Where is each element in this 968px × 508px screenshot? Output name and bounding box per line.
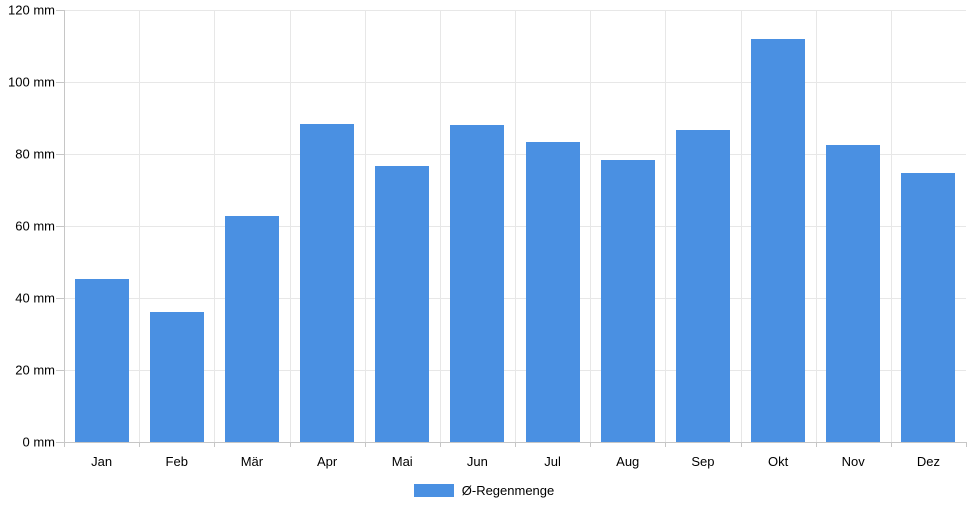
bar-apr[interactable] (300, 124, 355, 442)
x-tick-mark (364, 442, 366, 447)
v-gridline (439, 10, 441, 442)
x-tick-label: Okt (767, 454, 789, 469)
v-gridline (364, 10, 366, 442)
x-tick-mark (665, 442, 667, 447)
v-gridline (740, 10, 742, 442)
bar-jan[interactable] (74, 278, 129, 442)
bar-mai[interactable] (375, 165, 430, 442)
x-tick-mark (590, 442, 592, 447)
y-tick-mark (56, 298, 64, 299)
bar-jul[interactable] (525, 142, 580, 442)
x-tick-mark (815, 442, 817, 447)
v-gridline (139, 10, 141, 442)
v-gridline (815, 10, 817, 442)
y-tick-mark (56, 442, 64, 443)
v-gridline (214, 10, 216, 442)
bar-mär[interactable] (224, 215, 279, 442)
y-tick-label: 100 mm (8, 74, 55, 90)
x-tick-mark (515, 442, 516, 447)
y-tick-label: 120 mm (8, 2, 55, 18)
y-axis-line (64, 10, 65, 442)
y-tick-mark (56, 154, 64, 155)
legend-label: Ø-Regenmenge (461, 483, 555, 498)
x-tick-mark (966, 442, 967, 447)
x-tick-label: Jun (466, 454, 488, 469)
x-tick-mark (64, 442, 65, 447)
x-tick-mark (289, 442, 291, 447)
v-gridline (665, 10, 667, 442)
x-tick-label: Sep (691, 454, 715, 469)
x-tick-mark (139, 442, 141, 447)
x-tick-label: Aug (616, 454, 640, 469)
bar-okt[interactable] (751, 39, 806, 442)
y-tick-label: 0 mm (22, 434, 56, 450)
y-tick-label: 60 mm (15, 218, 55, 234)
legend[interactable]: Ø-Regenmenge (0, 483, 968, 498)
x-tick-label: Feb (165, 454, 188, 469)
y-tick-mark (56, 82, 64, 83)
v-gridline (515, 10, 516, 442)
x-tick-label: Nov (841, 454, 865, 469)
y-tick-mark (56, 226, 64, 227)
x-tick-label: Jul (544, 454, 561, 469)
legend-swatch (413, 484, 454, 497)
v-gridline (890, 10, 892, 442)
x-tick-label: Apr (316, 454, 338, 469)
y-tick-label: 80 mm (15, 146, 55, 162)
y-tick-label: 40 mm (15, 290, 55, 306)
y-tick-mark (56, 370, 64, 371)
x-tick-label: Mai (391, 454, 413, 469)
x-tick-mark (890, 442, 892, 447)
y-tick-mark (56, 10, 64, 11)
y-tick-label: 20 mm (15, 362, 55, 378)
x-tick-mark (740, 442, 742, 447)
bar-feb[interactable] (149, 312, 204, 442)
bar-nov[interactable] (826, 144, 881, 442)
x-tick-label: Dez (916, 454, 940, 469)
x-tick-label: Mär (240, 454, 264, 469)
bar-dez[interactable] (901, 173, 956, 442)
bar-jun[interactable] (450, 124, 505, 442)
x-tick-mark (214, 442, 216, 447)
bar-sep[interactable] (675, 129, 730, 442)
v-gridline (590, 10, 592, 442)
bar-aug[interactable] (600, 160, 655, 442)
v-gridline (289, 10, 291, 442)
x-tick-mark (439, 442, 441, 447)
x-tick-label: Jan (91, 454, 113, 469)
